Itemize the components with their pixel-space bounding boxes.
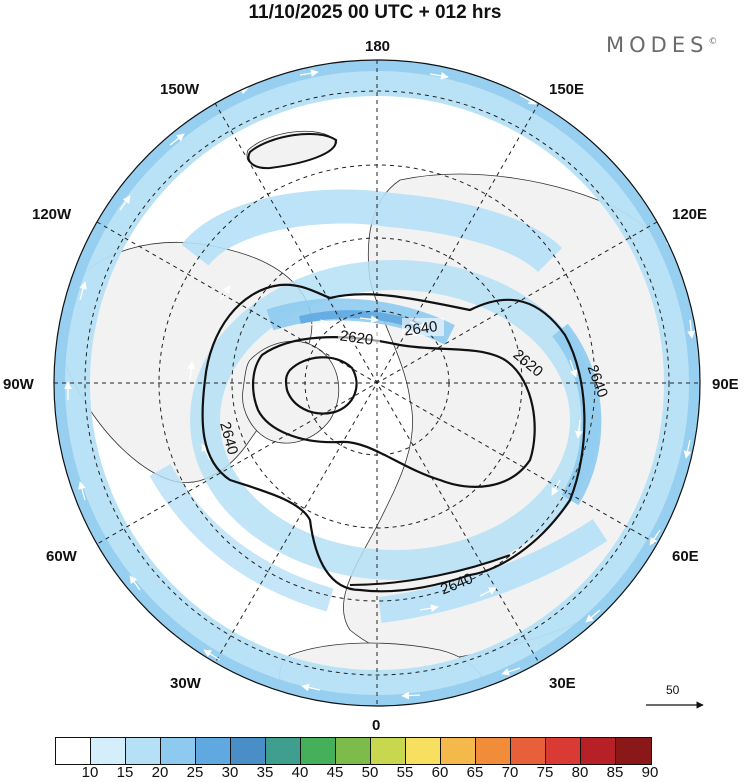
colorbar-box <box>581 738 616 764</box>
longitude-labels: 180 150E 120E 90E 60E 30E 0 30W 60W 90W … <box>3 38 739 734</box>
lon-label-90w: 90W <box>3 376 35 393</box>
colorbar-box <box>266 738 301 764</box>
copyright-mark: © <box>708 37 718 47</box>
height-contours <box>201 133 586 593</box>
colorbar-label: 55 <box>396 764 414 781</box>
colorbar-label: 20 <box>151 764 169 781</box>
contour-2640 <box>201 283 586 593</box>
lon-label-30w: 30W <box>170 675 202 692</box>
colorbar-box <box>406 738 441 764</box>
map-outline <box>53 59 701 707</box>
colorbar-box <box>616 738 651 764</box>
colorbar-label: 25 <box>186 764 204 781</box>
colorbar-box <box>126 738 161 764</box>
colorbar-labels: 10 15 20 25 30 35 40 45 50 55 60 65 70 75 80 85 90 <box>55 764 705 782</box>
reference-vector: 50 <box>646 683 704 709</box>
lon-label-90e: 90E <box>712 376 739 393</box>
lon-label-120w: 120W <box>32 206 72 223</box>
lon-label-150e: 150E <box>549 81 584 98</box>
graticule <box>54 60 700 706</box>
contour-arctic-island <box>247 133 337 170</box>
colorbar-label: 70 <box>501 764 519 781</box>
colorbar-label: 45 <box>326 764 344 781</box>
colorbar-box <box>301 738 336 764</box>
land-greenland <box>242 340 340 444</box>
colorbar-label: 35 <box>256 764 274 781</box>
map-title: 11/10/2025 00 UTC + 012 hrs <box>248 2 502 23</box>
contour-low-greenland <box>284 356 358 415</box>
colorbar-label: 10 <box>81 764 99 781</box>
logo-text: MODES <box>606 33 709 57</box>
colorbar-label: 80 <box>571 764 589 781</box>
contour-2620 <box>252 336 536 488</box>
colorbar-label: 65 <box>466 764 484 781</box>
colorbar-box <box>476 738 511 764</box>
lon-label-120e: 120E <box>672 206 707 223</box>
contour-label: 2620 <box>339 327 374 348</box>
colorbar-box <box>196 738 231 764</box>
colorbar-box <box>91 738 126 764</box>
colorbar-label: 60 <box>431 764 449 781</box>
colorbar-label: 75 <box>536 764 554 781</box>
colorbar-box <box>161 738 196 764</box>
colorbar-box <box>511 738 546 764</box>
colorbar-label: 15 <box>116 764 134 781</box>
colorbar-label: 85 <box>606 764 624 781</box>
colorbar-label: 40 <box>291 764 309 781</box>
modes-logo: MODES© <box>606 33 717 57</box>
lon-label-180: 180 <box>365 38 390 55</box>
reference-vector-value: 50 <box>666 683 680 697</box>
contour-2640-south <box>349 554 511 586</box>
colorbar-box <box>336 738 371 764</box>
lon-label-60w: 60W <box>46 548 78 565</box>
colorbar-label: 50 <box>361 764 379 781</box>
colorbar <box>55 737 652 765</box>
colorbar-box <box>441 738 476 764</box>
colorbar-box <box>546 738 581 764</box>
colorbar-label: 30 <box>221 764 239 781</box>
colorbar-box <box>56 738 91 764</box>
lon-label-0: 0 <box>372 717 380 734</box>
colorbar-label: 90 <box>641 764 659 781</box>
contour-label: 2640 <box>403 318 438 339</box>
colorbar-box <box>371 738 406 764</box>
lon-label-60e: 60E <box>672 548 699 565</box>
colorbar-box <box>231 738 266 764</box>
lon-label-30e: 30E <box>549 675 576 692</box>
lon-label-150w: 150W <box>160 81 200 98</box>
